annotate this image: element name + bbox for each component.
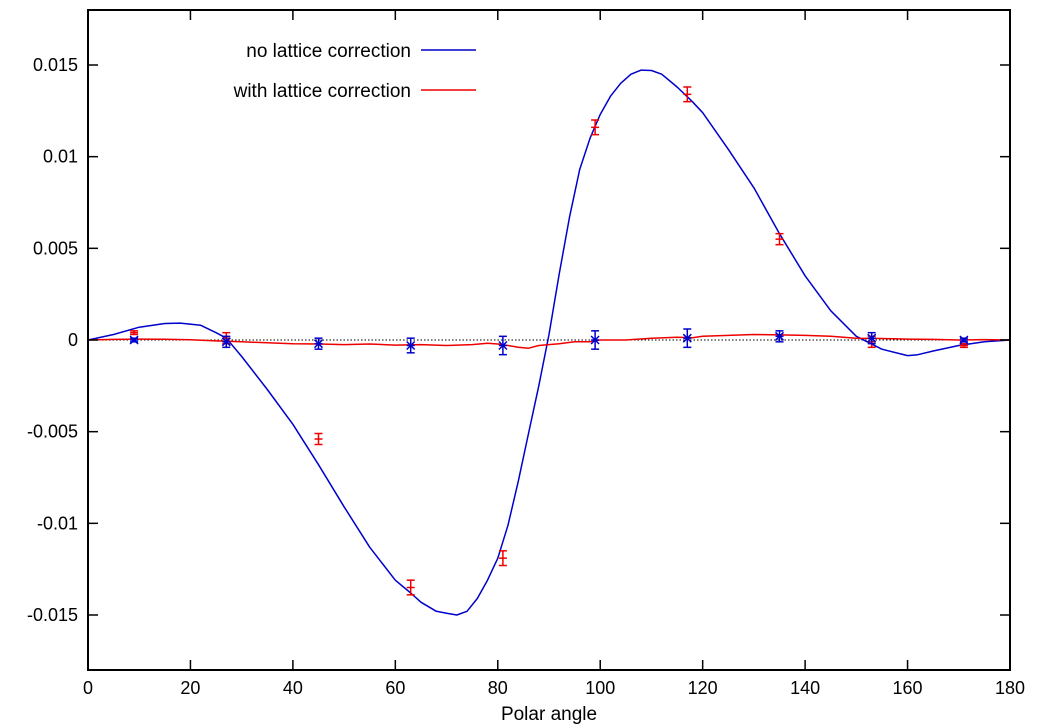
error-point-1: [867, 331, 877, 345]
error-point-1: [682, 328, 692, 349]
x-tick-label: 140: [790, 678, 820, 698]
y-tick-label: 0.015: [33, 55, 78, 75]
x-tick-label: 0: [83, 678, 93, 698]
error-point-1: [406, 337, 416, 354]
x-tick-label: 100: [585, 678, 615, 698]
x-axis-label: Polar angle: [501, 704, 597, 725]
x-tick-label: 60: [385, 678, 405, 698]
error-point-0: [314, 432, 323, 446]
error-point-1: [313, 337, 324, 350]
series-layer: [87, 69, 1011, 616]
x-tick-label: 180: [995, 678, 1025, 698]
x-tick-label: 120: [688, 678, 718, 698]
error-point-1: [498, 335, 508, 356]
points-layer: [129, 86, 969, 596]
y-tick-label: 0.01: [43, 147, 78, 167]
legend-label-0: no lattice correction: [246, 41, 411, 62]
error-point-1: [129, 335, 139, 345]
series-line-0: [87, 69, 1011, 616]
error-point-0: [959, 342, 968, 349]
legend-label-1: with lattice correction: [233, 81, 411, 102]
series-line-1: [87, 333, 1011, 349]
error-point-1: [221, 335, 231, 349]
x-tick-label: 80: [488, 678, 508, 698]
error-point-0: [683, 86, 692, 103]
error-point-0: [406, 579, 415, 596]
error-point-1: [774, 330, 785, 343]
y-tick-label: 0: [68, 330, 78, 350]
legend: no lattice correction with lattice correc…: [233, 41, 476, 102]
ticks-layer: 0 20 40 60 80 100 120 140 160 180 -0.015 -0.01 -0.00…: [27, 10, 1025, 698]
y-tick-label: -0.005: [27, 422, 78, 442]
error-point-0: [775, 232, 784, 246]
error-point-0: [591, 119, 600, 136]
y-tick-label: -0.01: [37, 513, 78, 533]
y-tick-label: -0.015: [27, 605, 78, 625]
y-tick-label: 0.005: [33, 238, 78, 258]
x-tick-label: 40: [283, 678, 303, 698]
error-point-1: [959, 335, 969, 345]
x-tick-label: 20: [180, 678, 200, 698]
x-tick-label: 160: [893, 678, 923, 698]
error-point-0: [498, 550, 507, 567]
error-point-0: [130, 330, 139, 336]
error-point-1: [590, 330, 600, 350]
